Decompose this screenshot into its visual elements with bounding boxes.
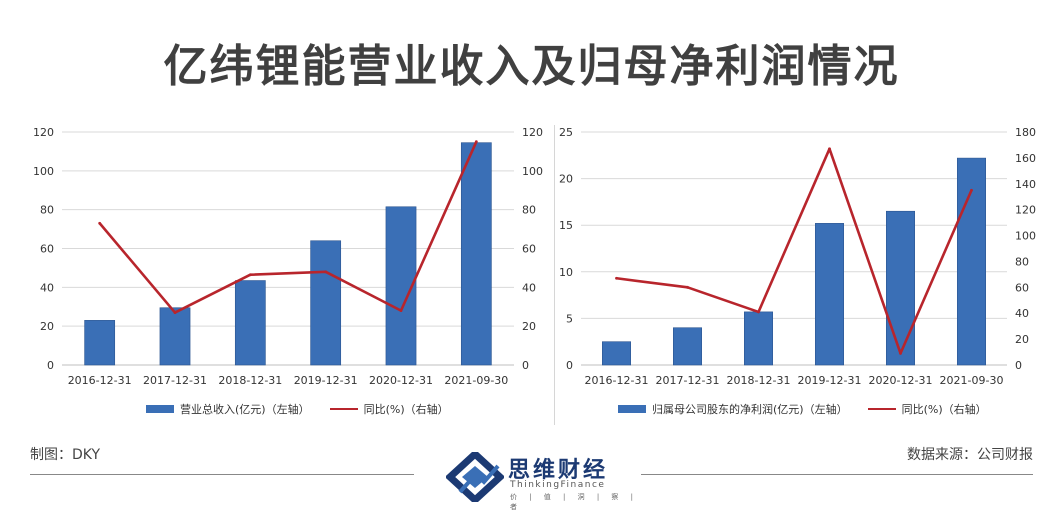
yoy-point	[686, 285, 689, 289]
x-axis-tick-label: 2016-12-31	[68, 374, 132, 387]
legend-bar-swatch	[146, 405, 174, 413]
yoy-line	[98, 141, 478, 314]
right-axis-tick-label: 60	[522, 243, 536, 256]
yoy-point	[970, 188, 973, 192]
page-title: 亿纬锂能营业收入及归母净利润情况	[163, 41, 900, 92]
brand-logo: 思维财经 ThinkingFinance 价 | 值 | 洞 | 察 | 者	[444, 450, 644, 511]
yoy-point	[173, 311, 177, 314]
left-axis-tick-label: 60	[40, 243, 54, 256]
bar	[84, 320, 116, 366]
right-axis-tick-label: 40	[522, 281, 536, 294]
right-axis-tick-label: 120	[522, 126, 543, 139]
right-axis-tick-label: 160	[1015, 152, 1036, 165]
left-axis-tick-label: 5	[566, 312, 573, 325]
bar	[673, 327, 703, 366]
right-axis-tick-label: 120	[1015, 204, 1036, 217]
brand-name: 思维财经	[508, 458, 609, 483]
legend-line-label: 同比(%)（右轴）	[901, 403, 987, 416]
left-axis-tick-label: 120	[33, 126, 54, 139]
legend-line-label: 同比(%)（右轴）	[363, 403, 449, 416]
right-axis-tick-label: 140	[1015, 178, 1036, 191]
left-axis-tick-label: 80	[40, 204, 54, 217]
chart-divider	[554, 125, 555, 425]
chart-credit: 制图：DKY	[30, 447, 101, 463]
legend-bar-label: 营业总收入(亿元)（左轴）	[180, 403, 310, 416]
legend-bar-label: 归属母公司股东的净利润(亿元)（左轴）	[652, 403, 848, 416]
footer-rule-right	[641, 474, 1033, 475]
x-axis-tick-label: 2019-12-31	[294, 374, 358, 387]
x-axis-tick-label: 2017-12-31	[143, 374, 207, 387]
legend-line-swatch	[329, 408, 358, 410]
legend-line-swatch	[867, 408, 896, 410]
yoy-point	[615, 276, 618, 280]
x-axis-tick-label: 2021-09-30	[940, 374, 1004, 387]
brand-emblem-icon	[446, 452, 504, 502]
yoy-point	[828, 147, 831, 151]
yoy-point	[757, 310, 760, 314]
right-axis-tick-label: 0	[522, 359, 529, 372]
legend-bar-swatch	[618, 405, 646, 413]
right-axis-tick-label: 100	[522, 165, 543, 178]
brand-english-name: ThinkingFinance	[510, 480, 606, 490]
left-axis-tick-label: 100	[33, 165, 54, 178]
left-axis-tick-label: 10	[559, 266, 573, 279]
left-axis-tick-label: 20	[559, 173, 573, 186]
bar	[159, 307, 191, 366]
revenue-chart-legend: 营业总收入(亿元)（左轴） 同比(%)（右轴）	[146, 401, 449, 417]
yoy-line	[616, 147, 973, 355]
brand-tagline: 价 | 值 | 洞 | 察 | 者	[510, 493, 639, 511]
bar	[310, 240, 342, 366]
bar	[234, 280, 266, 366]
yoy-point	[474, 140, 478, 144]
left-axis-tick-label: 0	[47, 359, 54, 372]
x-axis-tick-label: 2018-12-31	[727, 374, 791, 387]
right-axis-tick-label: 0	[1015, 359, 1022, 372]
net-profit-chart: 0 5 10 15 20 25 0 20 40 60 80 100 120 140 160 180 2016-1…	[559, 126, 1036, 387]
yoy-point	[899, 351, 902, 355]
bar	[814, 223, 844, 366]
x-axis-tick-label: 2019-12-31	[798, 374, 862, 387]
yoy-point	[98, 221, 102, 225]
yoy-point	[248, 273, 252, 277]
left-axis-tick-label: 20	[40, 320, 54, 333]
right-axis-tick-label: 20	[1015, 333, 1029, 346]
x-axis-tick-label: 2018-12-31	[218, 374, 282, 387]
yoy-point	[324, 270, 328, 274]
x-axis-tick-label: 2017-12-31	[656, 374, 720, 387]
yoy-point	[399, 309, 403, 313]
right-axis-tick-label: 80	[522, 204, 536, 217]
bar	[601, 341, 631, 366]
footer-rule-left	[30, 474, 414, 475]
right-axis-tick-label: 180	[1015, 126, 1036, 139]
right-axis-tick-label: 60	[1015, 281, 1029, 294]
x-axis-tick-label: 2016-12-31	[585, 374, 649, 387]
bar	[885, 210, 915, 366]
bar	[744, 311, 774, 366]
right-axis-tick-label: 40	[1015, 307, 1029, 320]
left-axis-tick-label: 0	[566, 359, 573, 372]
x-axis-tick-label: 2020-12-31	[869, 374, 933, 387]
left-axis-tick-label: 15	[559, 219, 573, 232]
right-axis-tick-label: 100	[1015, 230, 1036, 243]
bar	[460, 142, 492, 366]
x-axis-tick-label: 2021-09-30	[444, 374, 508, 387]
net-profit-chart-legend: 归属母公司股东的净利润(亿元)（左轴） 同比(%)（右轴）	[618, 401, 987, 417]
right-axis-tick-label: 80	[1015, 255, 1029, 268]
right-axis-tick-label: 20	[522, 320, 536, 333]
x-axis-tick-label: 2020-12-31	[369, 374, 433, 387]
left-axis-tick-label: 40	[40, 281, 54, 294]
left-axis-tick-label: 25	[559, 126, 573, 139]
revenue-chart: 0 20 40 60 80 100 120 0 20 40 60 80 100 120 2016-12-31…	[33, 126, 543, 387]
data-source: 数据来源：公司财报	[907, 447, 1033, 463]
